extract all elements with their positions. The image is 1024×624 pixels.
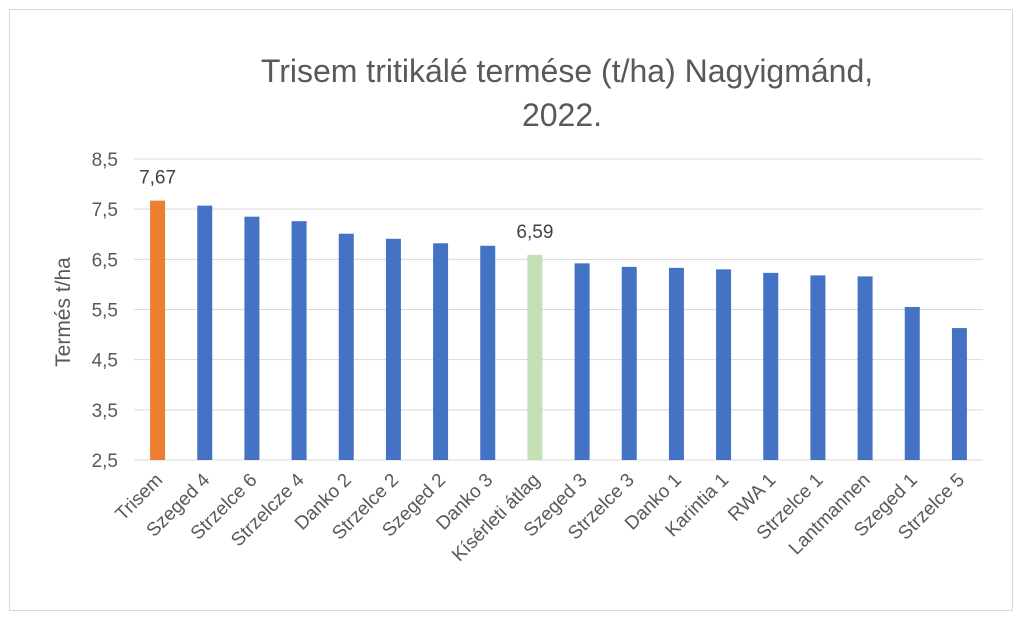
data-label: 6,59: [516, 222, 553, 243]
bar: [338, 233, 354, 460]
bar: [951, 328, 967, 460]
data-labels: 7,67 6,59: [139, 168, 553, 243]
y-tick-label: 7,5: [92, 200, 118, 221]
y-tick-label: 3,5: [92, 401, 118, 422]
bar: [244, 216, 260, 460]
bar: [150, 200, 166, 460]
bar: [574, 263, 590, 460]
bar: [385, 238, 401, 460]
bar: [810, 275, 826, 460]
chart-title-line-1: Trisem tritikálé termése (t/ha) Nagyigmá…: [261, 53, 873, 89]
y-tick-label: 6,5: [92, 250, 118, 271]
y-tick-label: 4,5: [92, 351, 118, 372]
bar: [716, 269, 732, 460]
chart-title: Trisem tritikálé termése (t/ha) Nagyigmá…: [261, 53, 873, 133]
bar: [621, 266, 637, 460]
gridlines: [134, 158, 983, 461]
data-label: 7,67: [139, 168, 176, 189]
y-tick-label: 5,5: [92, 301, 118, 322]
bar: [291, 221, 307, 460]
bar: [197, 205, 213, 460]
bar: [857, 276, 873, 460]
y-axis-ticks: 2,5 3,5 4,5 5,5 6,5 7,5 8,5: [92, 150, 118, 472]
bar: [527, 254, 543, 460]
chart-title-line-2: 2022.: [522, 97, 602, 133]
y-axis-label: Termés t/ha: [52, 257, 75, 367]
bar: [433, 243, 449, 460]
bar: [904, 306, 920, 460]
bars: [150, 200, 967, 460]
bar: [668, 267, 684, 460]
bar: [763, 272, 779, 460]
y-tick-label: 2,5: [92, 451, 118, 472]
y-tick-label: 8,5: [92, 150, 118, 171]
bar: [480, 245, 496, 460]
